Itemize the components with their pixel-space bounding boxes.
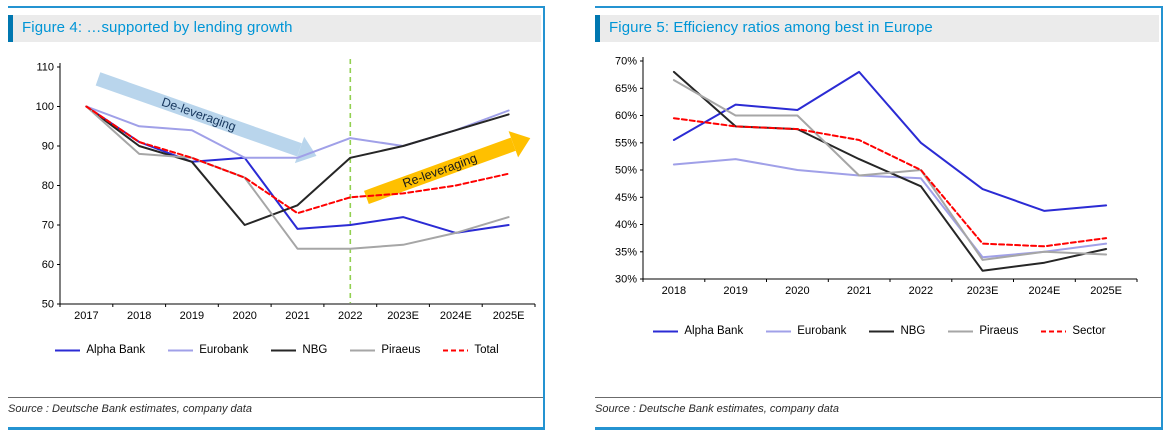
figure-4-title: Figure 4: …supported by lending growth xyxy=(22,19,293,36)
legend-label: NBG xyxy=(900,325,926,337)
legend-line-sample xyxy=(443,349,469,351)
legend-item-eurobank: Eurobank xyxy=(167,344,248,356)
legend-label: Sector xyxy=(1072,325,1106,337)
legend-label: Eurobank xyxy=(199,344,249,356)
figure-5-panel: Figure 5: Efficiency ratios among best i… xyxy=(595,6,1163,430)
svg-text:2019: 2019 xyxy=(723,285,747,297)
svg-text:2021: 2021 xyxy=(847,285,871,297)
figure-4-panel: Figure 4: …supported by lending growth 5… xyxy=(8,6,545,430)
svg-text:55%: 55% xyxy=(615,137,637,149)
svg-text:2019: 2019 xyxy=(180,310,204,322)
bottom-rule xyxy=(8,427,545,430)
svg-text:40%: 40% xyxy=(615,219,637,231)
svg-text:110: 110 xyxy=(36,62,54,74)
svg-text:2022: 2022 xyxy=(338,310,362,322)
figure-4-source: Source : Deutsche Bank estimates, compan… xyxy=(8,397,543,415)
svg-text:50: 50 xyxy=(42,299,54,311)
right-rule xyxy=(543,6,545,430)
svg-text:2020: 2020 xyxy=(785,285,809,297)
right-rule xyxy=(1161,6,1163,430)
svg-text:2025E: 2025E xyxy=(493,310,525,322)
figure-5-legend: Alpha Bank Eurobank NBG Piraeus Sector xyxy=(595,325,1163,337)
spacer xyxy=(8,356,545,397)
svg-text:2022: 2022 xyxy=(909,285,933,297)
legend-label: Eurobank xyxy=(797,325,847,337)
legend-line-sample xyxy=(55,349,81,351)
svg-text:30%: 30% xyxy=(615,274,637,286)
legend-item-piraeus: Piraeus xyxy=(349,344,420,356)
svg-text:35%: 35% xyxy=(615,246,637,258)
svg-text:2018: 2018 xyxy=(127,310,151,322)
legend-item-piraeus: Piraeus xyxy=(947,325,1018,337)
legend-label: Piraeus xyxy=(979,325,1019,337)
legend-line-sample xyxy=(766,330,792,332)
efficiency-ratios-chart: 30% 35% 40% 45% 50% 55% 60% 65% 70% 2018 2019 2020 2… xyxy=(615,56,1138,297)
spacer xyxy=(595,337,1163,397)
legend-label: Total xyxy=(474,344,499,356)
svg-text:2025E: 2025E xyxy=(1090,285,1122,297)
svg-text:50%: 50% xyxy=(615,165,637,177)
legend-label: Alpha Bank xyxy=(86,344,146,356)
svg-text:60%: 60% xyxy=(615,110,637,122)
top-rule xyxy=(8,6,545,8)
svg-text:2023E: 2023E xyxy=(967,285,999,297)
legend-line-sample xyxy=(653,330,679,332)
svg-text:2023E: 2023E xyxy=(387,310,419,322)
legend-label: Piraeus xyxy=(381,344,421,356)
legend-item-nbg: NBG xyxy=(868,325,925,337)
legend-line-sample xyxy=(350,349,376,351)
figure-5-source: Source : Deutsche Bank estimates, compan… xyxy=(595,397,1161,415)
legend-item-alpha-bank: Alpha Bank xyxy=(652,325,743,337)
figure-4-title-bar: Figure 4: …supported by lending growth xyxy=(8,15,541,42)
legend-line-sample xyxy=(948,330,974,332)
svg-text:80: 80 xyxy=(42,180,54,192)
legend-line-sample xyxy=(1041,330,1067,332)
svg-text:70: 70 xyxy=(42,220,54,232)
legend-label: NBG xyxy=(302,344,328,356)
top-rule xyxy=(595,6,1163,8)
legend-line-sample xyxy=(168,349,194,351)
svg-text:2024E: 2024E xyxy=(440,310,472,322)
svg-text:90: 90 xyxy=(42,141,54,153)
svg-text:100: 100 xyxy=(36,101,54,113)
figure-5-title: Figure 5: Efficiency ratios among best i… xyxy=(609,19,933,36)
legend-item-sector: Sector xyxy=(1040,325,1106,337)
svg-text:2021: 2021 xyxy=(285,310,309,322)
figure-5-title-bar: Figure 5: Efficiency ratios among best i… xyxy=(595,15,1159,42)
legend-item-total: Total xyxy=(442,344,499,356)
svg-text:2024E: 2024E xyxy=(1028,285,1060,297)
legend-line-sample xyxy=(869,330,895,332)
bottom-rule xyxy=(595,427,1163,430)
svg-text:65%: 65% xyxy=(615,83,637,95)
figure-4-legend: Alpha Bank Eurobank NBG Piraeus Total xyxy=(8,344,545,356)
legend-item-alpha-bank: Alpha Bank xyxy=(54,344,145,356)
svg-text:Re-leveraging: Re-leveraging xyxy=(401,151,479,191)
legend-item-nbg: NBG xyxy=(270,344,327,356)
svg-text:60: 60 xyxy=(42,259,54,271)
svg-text:2017: 2017 xyxy=(74,310,98,322)
svg-text:2018: 2018 xyxy=(662,285,686,297)
legend-label: Alpha Bank xyxy=(684,325,744,337)
svg-text:45%: 45% xyxy=(615,192,637,204)
svg-text:2020: 2020 xyxy=(232,310,256,322)
svg-text:70%: 70% xyxy=(615,56,637,68)
legend-item-eurobank: Eurobank xyxy=(765,325,846,337)
lending-growth-chart: 50 60 70 80 90 100 110 2017 2018 2019 2020 2021 2022… xyxy=(36,59,536,322)
legend-line-sample xyxy=(271,349,297,351)
